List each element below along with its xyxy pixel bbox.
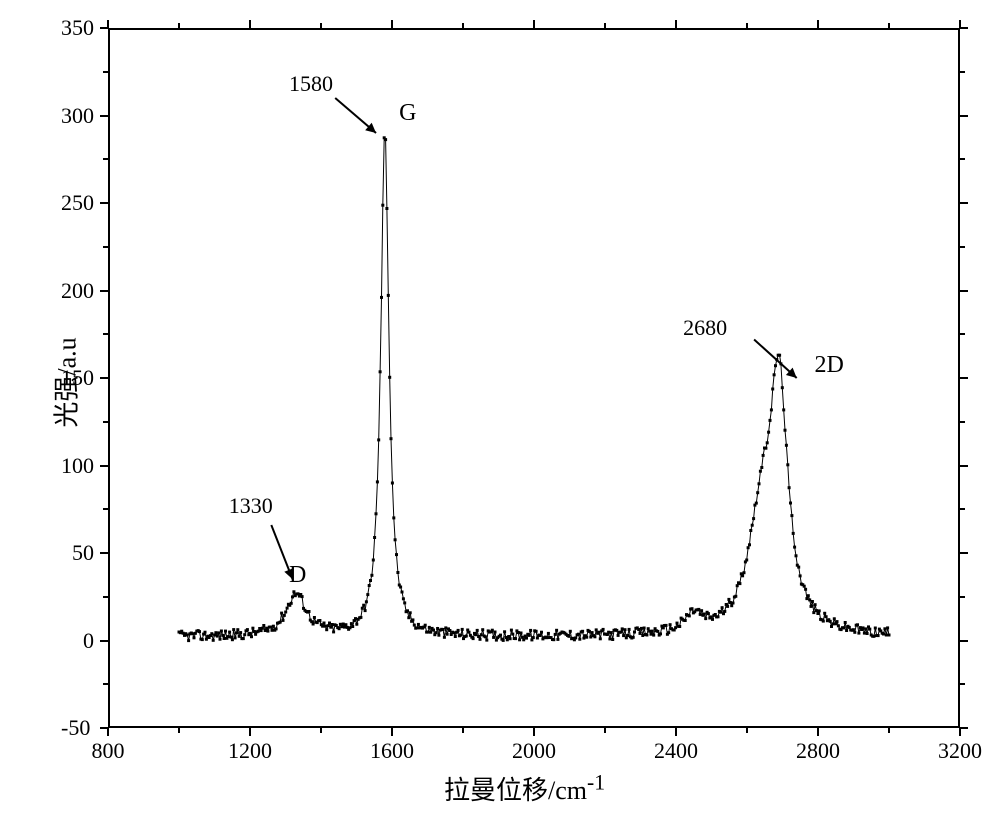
annotation-arrow xyxy=(0,0,1000,837)
raman-figure: 800120016002000240028003200-500501001502… xyxy=(0,0,1000,837)
